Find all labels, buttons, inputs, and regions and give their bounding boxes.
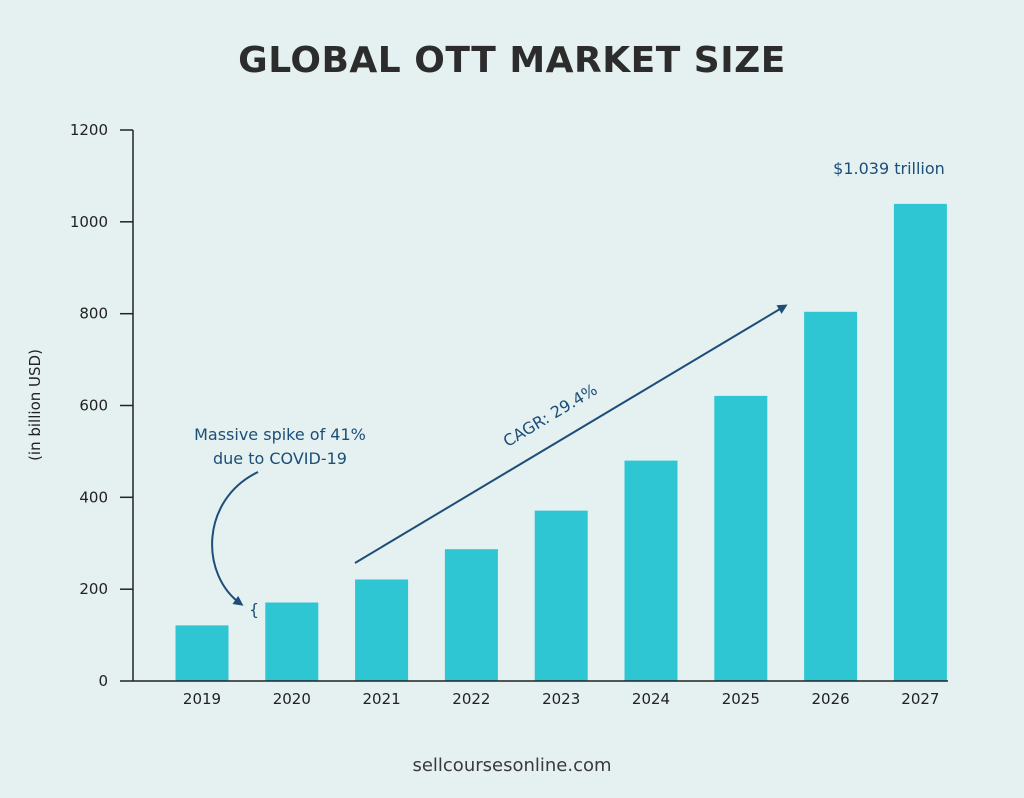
x-tick-label-2025: 2025 [722, 690, 760, 708]
x-ticks-group: 2019 2020 2021 2022 2023 2024 2025 2026 2027 [183, 690, 940, 708]
x-tick-label-2022: 2022 [452, 690, 490, 708]
bar-2021 [355, 579, 409, 681]
bar-2024 [624, 460, 678, 681]
y-ticks-group: 0 200 400 600 800 1000 1200 [70, 121, 133, 690]
spike-annotation-line1: Massive spike of 41% [194, 425, 366, 444]
bar-2023 [534, 510, 588, 681]
y-tick-label-200: 200 [79, 580, 108, 598]
bar-2025 [714, 395, 768, 681]
y-axis-label: (in billion USD) [26, 349, 44, 461]
bar-2019 [175, 625, 229, 681]
spike-curved-arrow [211, 471, 259, 606]
y-tick-label-1000: 1000 [70, 213, 108, 231]
y-tick-label-800: 800 [79, 305, 108, 323]
x-tick-label-2027: 2027 [901, 690, 939, 708]
y-tick-label-600: 600 [79, 397, 108, 415]
bar-2020 [265, 602, 319, 681]
spike-brace: { [249, 600, 259, 619]
chart-title: GLOBAL OTT MARKET SIZE [238, 40, 786, 81]
y-tick-label-1200: 1200 [70, 121, 108, 139]
final-value-label: $1.039 trillion [833, 159, 945, 178]
bars-group [175, 203, 947, 681]
x-tick-label-2023: 2023 [542, 690, 580, 708]
x-tick-label-2026: 2026 [812, 690, 850, 708]
x-tick-label-2019: 2019 [183, 690, 221, 708]
bar-2022 [444, 549, 498, 681]
y-tick-label-0: 0 [98, 672, 108, 690]
bar-2027 [893, 203, 947, 681]
y-tick-label-400: 400 [79, 488, 108, 506]
footer-source: sellcoursesonline.com [412, 755, 612, 776]
x-tick-label-2024: 2024 [632, 690, 670, 708]
x-tick-label-2021: 2021 [363, 690, 401, 708]
spike-annotation-line2: due to COVID-19 [213, 449, 347, 468]
x-tick-label-2020: 2020 [273, 690, 311, 708]
cagr-arrow [354, 304, 788, 564]
cagr-label: CAGR: 29.4% [500, 380, 601, 451]
bar-2026 [804, 311, 858, 681]
